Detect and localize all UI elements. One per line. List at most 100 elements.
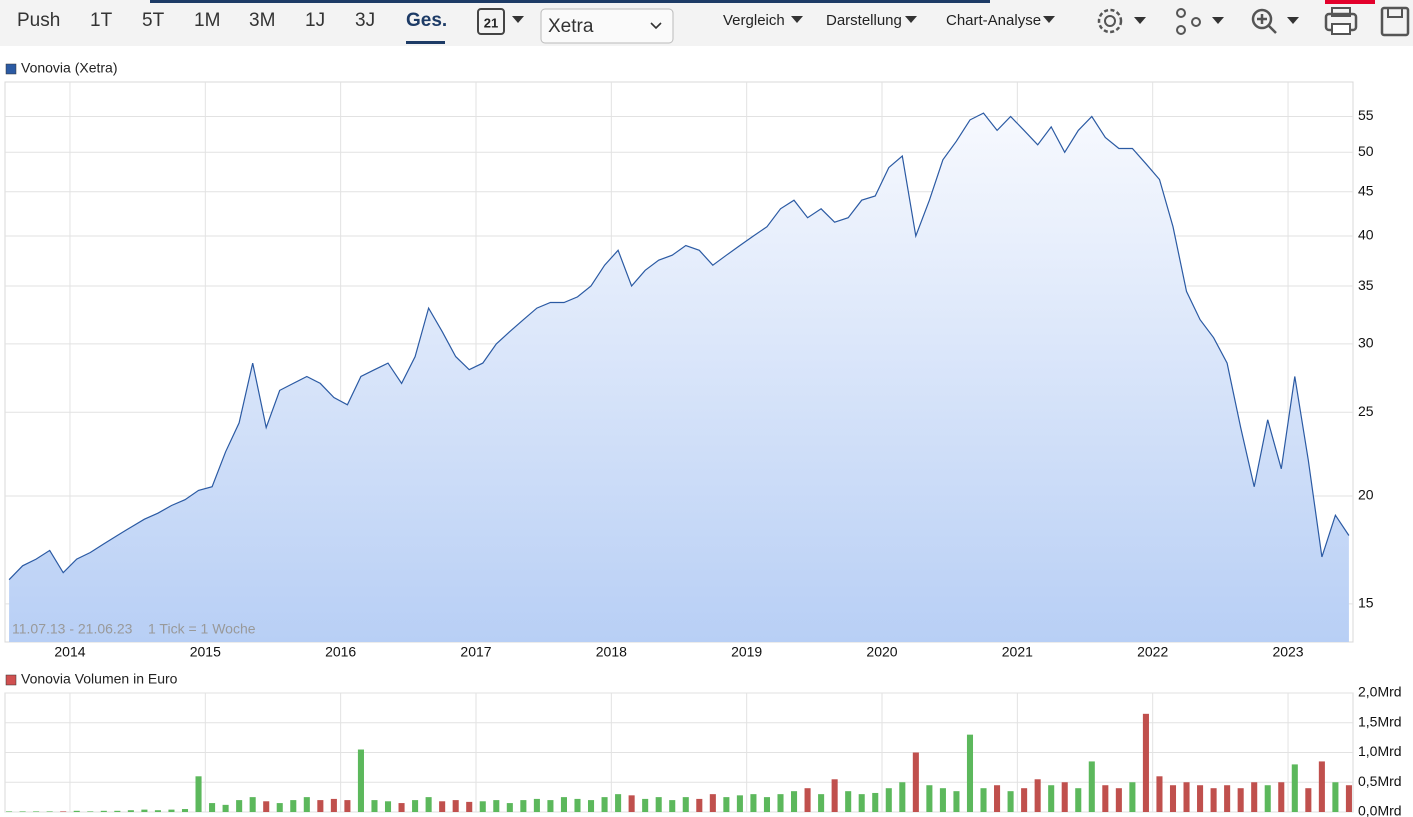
period-tab[interactable]: 1M bbox=[194, 10, 220, 31]
save-button[interactable] bbox=[1380, 6, 1410, 37]
exchange-select[interactable]: Xetra bbox=[540, 8, 674, 44]
volume-bar bbox=[926, 785, 933, 812]
print-button[interactable] bbox=[1324, 7, 1358, 35]
period-tab[interactable]: Ges. bbox=[406, 10, 447, 31]
y-tick-label: 15 bbox=[1358, 595, 1374, 611]
x-tick-label: 2016 bbox=[325, 644, 356, 660]
volume-bar bbox=[953, 791, 960, 812]
volume-bar bbox=[1129, 782, 1136, 812]
volume-bar bbox=[818, 794, 825, 812]
menu-item[interactable]: Vergleich bbox=[723, 12, 785, 29]
volume-bar bbox=[791, 791, 798, 812]
volume-bar bbox=[236, 800, 243, 812]
volume-bar bbox=[154, 810, 161, 812]
volume-bar bbox=[384, 801, 392, 812]
period-tab[interactable]: 3J bbox=[355, 10, 375, 31]
volume-bar bbox=[1332, 782, 1339, 812]
volume-bar bbox=[249, 797, 256, 812]
volume-bar bbox=[1169, 785, 1177, 812]
volume-bar bbox=[872, 792, 879, 812]
exchange-value: Xetra bbox=[548, 16, 594, 37]
volume-bar bbox=[1183, 782, 1190, 812]
grid bbox=[5, 692, 1353, 813]
volume-bar bbox=[642, 798, 649, 812]
volume-bar bbox=[939, 788, 946, 812]
volume-bar bbox=[777, 794, 784, 812]
calendar-button[interactable]: 21 bbox=[477, 8, 524, 35]
y-tick-label: 2,0Mrd bbox=[1358, 684, 1402, 700]
x-tick-label: 2017 bbox=[460, 644, 491, 660]
period-tab[interactable]: 1T bbox=[90, 10, 113, 31]
plot bbox=[6, 713, 1352, 812]
volume-bar bbox=[466, 801, 473, 812]
volume-bar bbox=[141, 809, 148, 812]
volume-bar bbox=[357, 749, 364, 812]
toolbar bbox=[0, 0, 1413, 46]
volume-bar bbox=[574, 798, 581, 812]
zoom-button[interactable] bbox=[1251, 8, 1299, 34]
volume-bar bbox=[1278, 782, 1285, 812]
y-tick-label: 20 bbox=[1358, 487, 1374, 503]
y-tick-label: 0,0Mrd bbox=[1358, 803, 1402, 817]
volume-bar bbox=[601, 797, 608, 812]
volume-bar bbox=[479, 801, 486, 812]
volume-bar bbox=[181, 809, 189, 812]
period-tab[interactable]: 3M bbox=[249, 10, 275, 31]
menu-item[interactable]: Chart-Analyse bbox=[946, 12, 1041, 29]
period-tab[interactable]: 5T bbox=[142, 10, 165, 31]
menu-item[interactable]: Darstellung bbox=[826, 12, 902, 29]
volume-bar bbox=[1061, 782, 1068, 812]
volume-bar bbox=[899, 782, 906, 812]
volume-bar bbox=[750, 794, 757, 812]
x-tick-label: 2023 bbox=[1272, 644, 1303, 660]
volume-bar bbox=[763, 797, 771, 812]
volume-bar bbox=[858, 794, 865, 812]
volume-bar bbox=[506, 803, 513, 812]
volume-bar bbox=[682, 797, 689, 812]
volume-bar bbox=[1007, 791, 1014, 812]
legend-swatch bbox=[5, 63, 17, 75]
volume-bar bbox=[100, 810, 107, 812]
settings-button[interactable] bbox=[1097, 8, 1146, 34]
volume-bar bbox=[709, 794, 716, 812]
volume-bar bbox=[60, 811, 67, 812]
volume-bar bbox=[669, 800, 676, 812]
volume-bar bbox=[655, 797, 662, 812]
compare-button[interactable] bbox=[1176, 8, 1224, 35]
top-accent bbox=[1325, 0, 1375, 4]
volume-bar bbox=[1210, 788, 1217, 812]
volume-bar bbox=[831, 779, 838, 812]
period-tab[interactable]: Push bbox=[17, 10, 60, 31]
annotation: 11.07.13 - 21.06.23 bbox=[12, 621, 133, 637]
volume-bar bbox=[1237, 788, 1244, 812]
volume-bar bbox=[439, 801, 446, 812]
volume-bar bbox=[966, 734, 974, 812]
volume-bar bbox=[46, 811, 53, 812]
volume-bar bbox=[6, 811, 13, 812]
volume-bar bbox=[533, 798, 540, 812]
y-tick-label: 1,0Mrd bbox=[1358, 743, 1402, 759]
x-tick-label: 2014 bbox=[54, 644, 85, 660]
volume-bar bbox=[33, 811, 40, 812]
x-tick-label: 2019 bbox=[731, 644, 762, 660]
volume-bar bbox=[493, 800, 500, 812]
annotation: 1 Tick = 1 Woche bbox=[148, 621, 256, 637]
volume-bar bbox=[398, 803, 405, 812]
volume-bar bbox=[127, 810, 134, 812]
x-tick-label: 2021 bbox=[1002, 644, 1033, 660]
menu-arrow bbox=[791, 16, 803, 23]
x-tick-label: 2022 bbox=[1137, 644, 1168, 660]
y-tick-label: 35 bbox=[1358, 277, 1374, 293]
volume-bar bbox=[1088, 761, 1095, 812]
volume-bar bbox=[1224, 785, 1231, 812]
volume-bar bbox=[73, 810, 80, 812]
period-tab[interactable]: 1J bbox=[305, 10, 325, 31]
volume-bar bbox=[736, 795, 743, 812]
volume-bar bbox=[87, 811, 94, 812]
volume-bar bbox=[263, 801, 270, 812]
legend-label: Vonovia Volumen in Euro bbox=[21, 671, 178, 687]
volume-bar bbox=[195, 776, 202, 812]
active-underline bbox=[406, 41, 445, 44]
